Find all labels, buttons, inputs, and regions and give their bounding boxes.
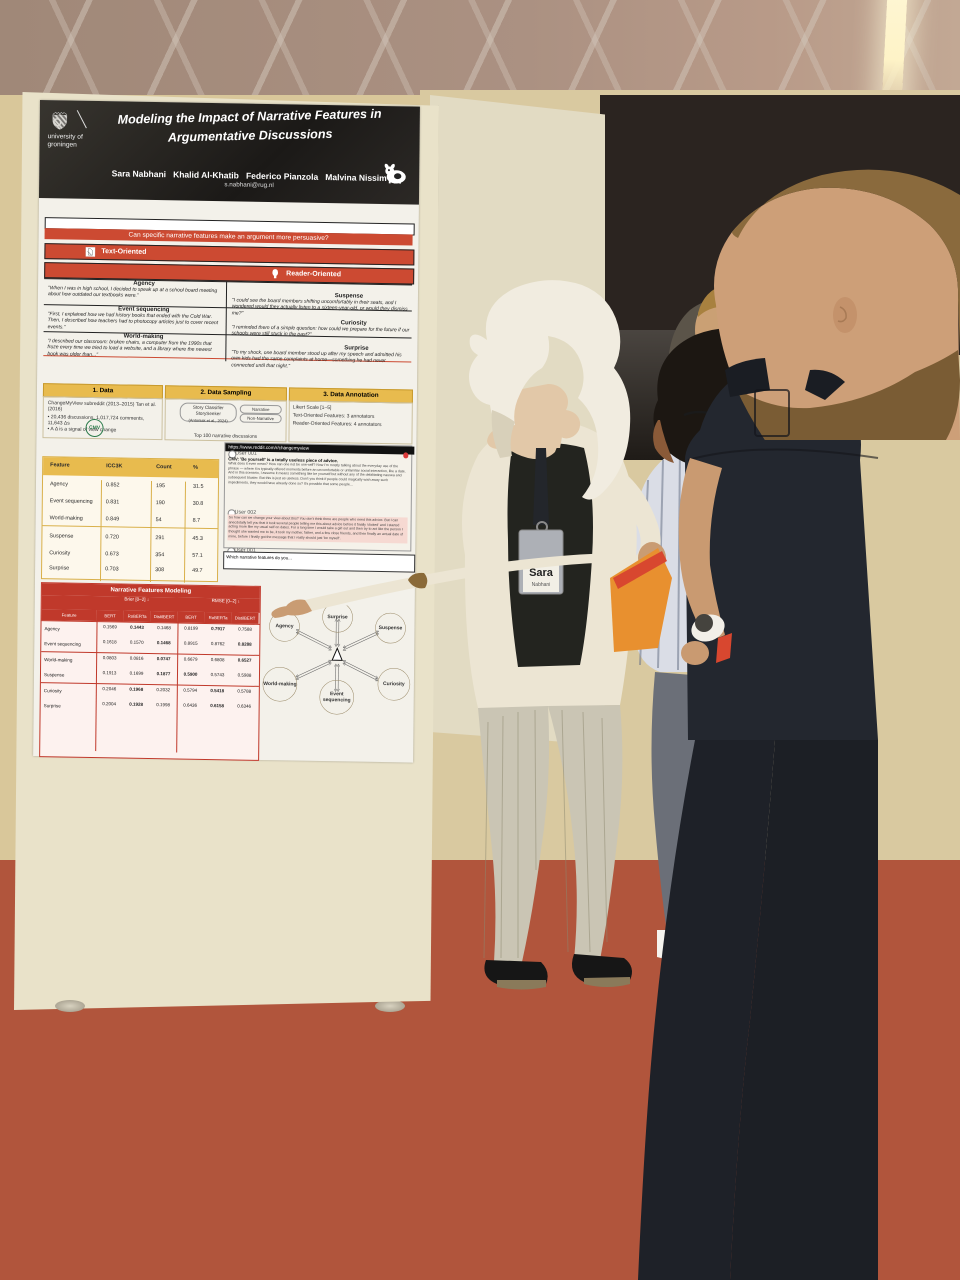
svg-text:sequencing: sequencing [323, 697, 351, 703]
svg-text:Agency: Agency [275, 623, 293, 629]
svg-text:Curiosity: Curiosity [383, 681, 405, 687]
svg-text:Nabhani: Nabhani [532, 582, 551, 588]
svg-text:Sara: Sara [529, 567, 554, 579]
svg-text:Surprise: Surprise [327, 614, 348, 620]
svg-text:Suspense: Suspense [379, 625, 403, 631]
svg-text:World-making: World-making [263, 681, 296, 688]
